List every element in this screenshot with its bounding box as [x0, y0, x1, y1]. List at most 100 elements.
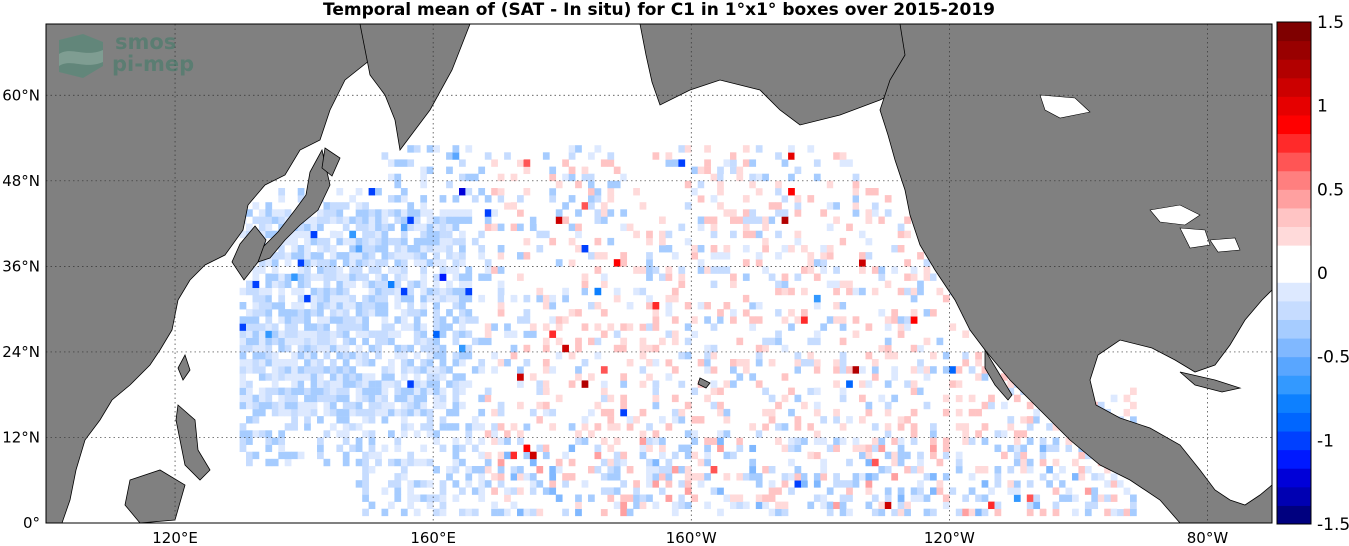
data-cell — [375, 380, 382, 388]
data-cell — [459, 444, 466, 453]
data-cell — [459, 252, 466, 260]
data-cell — [375, 387, 382, 396]
data-cell — [704, 216, 711, 224]
data-cell — [529, 480, 537, 488]
data-cell — [1039, 444, 1047, 453]
data-cell — [252, 302, 260, 310]
x-tick-label: 80°W — [1187, 529, 1229, 546]
data-cell — [252, 266, 260, 274]
data-cell — [278, 394, 286, 403]
data-cell — [1020, 408, 1028, 417]
data-cell — [478, 487, 486, 495]
data-cell — [697, 188, 705, 196]
data-cell — [781, 245, 789, 253]
data-cell — [826, 487, 834, 495]
data-cell — [910, 380, 918, 388]
data-cell — [529, 487, 537, 495]
data-cell — [471, 237, 479, 246]
data-cell — [310, 359, 318, 367]
data-cell — [775, 237, 782, 246]
data-cell — [704, 287, 711, 296]
data-cell — [581, 380, 589, 388]
data-cell — [736, 166, 744, 175]
data-cell — [465, 173, 473, 182]
data-cell — [588, 466, 595, 474]
data-cell — [484, 373, 492, 381]
data-cell — [736, 444, 744, 453]
data-cell — [871, 188, 879, 196]
data-cell — [271, 216, 279, 224]
data-cell — [362, 316, 369, 324]
data-cell — [717, 173, 724, 182]
data-cell — [252, 430, 260, 438]
data-cell — [781, 508, 789, 517]
data-cell — [388, 401, 395, 410]
data-cell — [884, 216, 892, 224]
data-cell — [413, 323, 421, 331]
data-cell — [652, 473, 660, 481]
data-cell — [730, 451, 737, 460]
data-cell — [394, 259, 402, 267]
data-cell — [426, 216, 434, 224]
data-cell — [246, 451, 253, 460]
data-cell — [349, 195, 357, 203]
data-cell — [400, 209, 408, 217]
data-cell — [665, 302, 673, 310]
data-cell — [813, 480, 821, 488]
data-cell — [413, 330, 421, 338]
data-cell — [362, 309, 369, 317]
data-cell — [794, 437, 802, 445]
data-cell — [362, 259, 369, 267]
data-cell — [704, 359, 711, 367]
y-tick-label: 48°N — [2, 172, 40, 190]
data-cell — [497, 401, 505, 410]
data-cell — [820, 458, 828, 467]
data-cell — [329, 394, 337, 403]
data-cell — [323, 337, 331, 346]
data-cell — [258, 344, 266, 353]
data-cell — [917, 287, 924, 296]
data-cell — [865, 323, 873, 331]
data-cell — [523, 423, 531, 431]
data-cell — [820, 416, 828, 424]
data-cell — [536, 444, 544, 453]
data-cell — [1007, 380, 1015, 388]
data-cell — [542, 366, 550, 374]
data-cell — [510, 223, 518, 232]
data-cell — [600, 366, 608, 374]
data-cell — [1117, 408, 1124, 417]
data-cell — [1046, 501, 1053, 510]
data-cell — [549, 380, 557, 388]
data-cell — [471, 195, 479, 203]
data-cell — [794, 316, 802, 324]
data-cell — [755, 188, 763, 196]
data-cell — [394, 237, 402, 246]
data-cell — [794, 480, 802, 488]
data-cell — [910, 451, 918, 460]
data-cell — [846, 302, 853, 310]
data-cell — [859, 451, 866, 460]
data-cell — [284, 309, 292, 317]
data-cell — [407, 380, 415, 388]
data-cell — [304, 294, 311, 303]
data-cell — [400, 387, 408, 396]
data-cell — [536, 216, 544, 224]
data-cell — [329, 302, 337, 310]
data-cell — [317, 394, 324, 403]
data-cell — [710, 223, 718, 232]
data-cell — [1084, 466, 1092, 474]
data-cell — [284, 451, 292, 460]
data-cell — [239, 430, 247, 438]
data-cell — [375, 451, 382, 460]
data-cell — [362, 416, 369, 424]
data-cell — [478, 294, 486, 303]
data-cell — [710, 173, 718, 182]
data-cell — [291, 416, 298, 424]
data-cell — [420, 309, 428, 317]
data-cell — [575, 373, 582, 381]
colorbar-swatch — [1277, 40, 1311, 60]
data-cell — [904, 259, 911, 267]
data-cell — [704, 237, 711, 246]
data-cell — [846, 173, 853, 182]
data-cell — [820, 366, 828, 374]
